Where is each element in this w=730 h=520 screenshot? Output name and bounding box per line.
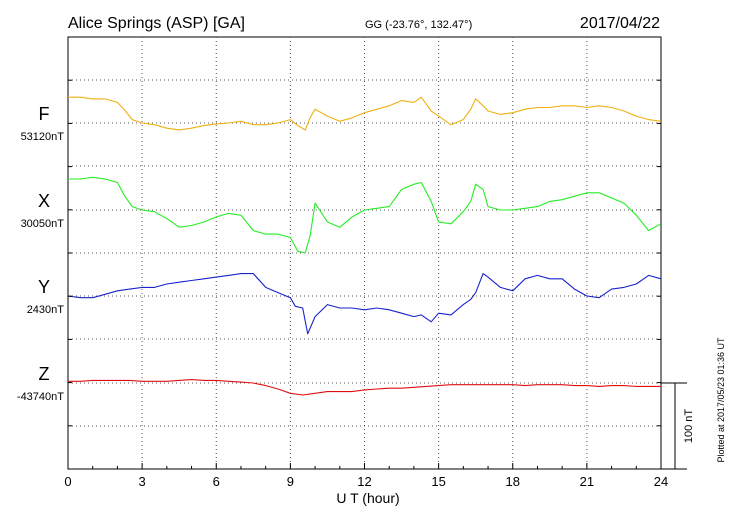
series-name-z: Z (39, 364, 50, 384)
series-line-f (68, 96, 662, 131)
x-tick-label: 18 (506, 474, 520, 489)
station-title: Alice Springs (ASP) [GA] (68, 15, 245, 32)
x-axis-label: U T (hour) (336, 490, 399, 506)
scale-bar: 100 nT (661, 382, 695, 470)
x-tick-label: 6 (213, 474, 220, 489)
grid (68, 37, 661, 469)
series-baseline-x: 30050nT (21, 218, 65, 230)
x-tick-label: 12 (357, 474, 371, 489)
series-name-f: F (39, 104, 50, 124)
x-tick-label: 15 (431, 474, 445, 489)
x-tick-label: 3 (139, 474, 146, 489)
series-labels: F 53120nT X 30050nT Y 2430nT Z -43740nT (17, 104, 64, 403)
x-axis-ticks: 0 3 6 9 12 15 18 21 24 (64, 36, 668, 489)
series-layer (67, 96, 662, 396)
series-name-y: Y (38, 277, 50, 297)
series-name-x: X (38, 191, 50, 211)
series-line-z (68, 379, 661, 396)
x-tick-label: 0 (64, 474, 71, 489)
station-coordinates: GG (-23.76°, 132.47°) (365, 19, 472, 31)
series-baseline-y: 2430nT (27, 304, 65, 316)
series-baseline-z: -43740nT (17, 391, 64, 403)
x-tick-label: 24 (654, 474, 668, 489)
series-line-x (68, 176, 662, 254)
plotted-at-note: Plotted at 2017/05/23 01:36 UT (716, 337, 726, 463)
x-tick-label: 21 (580, 474, 594, 489)
scale-bar-label: 100 nT (683, 409, 695, 444)
plot-date: 2017/04/22 (580, 15, 660, 32)
series-line-y (67, 273, 662, 335)
x-tick-label: 9 (287, 474, 294, 489)
series-baseline-f: 53120nT (21, 131, 65, 143)
